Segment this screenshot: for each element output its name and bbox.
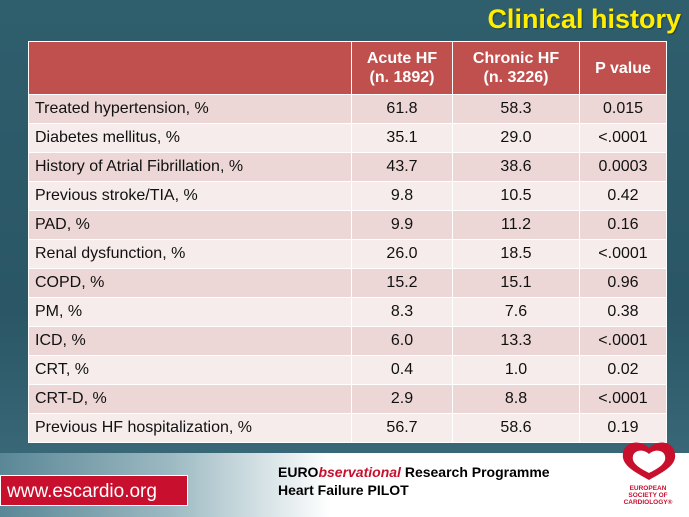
header-chronic-line1: Chronic HF — [472, 50, 560, 67]
p-value: <.0001 — [579, 384, 667, 414]
chronic-hf-value: 13.3 — [452, 326, 580, 356]
p-value: 0.42 — [579, 181, 667, 211]
esc-logo-text: EUROPEAN SOCIETY OF CARDIOLOGY® — [613, 485, 683, 506]
programme-line1: EURObservational Research Programme — [278, 463, 550, 481]
chronic-hf-value: 7.6 — [452, 297, 580, 327]
clinical-history-table-container: Acute HF (n. 1892) Chronic HF (n. 3226) … — [28, 41, 667, 443]
website-link[interactable]: www.escardio.org — [0, 475, 188, 506]
p-value: <.0001 — [579, 239, 667, 269]
table-row: Previous stroke/TIA, % 9.8 10.5 0.42 — [28, 181, 667, 211]
p-value: 0.38 — [579, 297, 667, 327]
p-value: 0.16 — [579, 210, 667, 240]
chronic-hf-value: 58.3 — [452, 94, 580, 124]
slide-title: Clinical history — [487, 4, 681, 34]
acute-hf-value: 56.7 — [351, 413, 453, 443]
acute-hf-value: 8.3 — [351, 297, 453, 327]
chronic-hf-value: 58.6 — [452, 413, 580, 443]
p-value: 0.015 — [579, 94, 667, 124]
acute-hf-value: 43.7 — [351, 152, 453, 182]
clinical-history-table: Acute HF (n. 1892) Chronic HF (n. 3226) … — [28, 41, 667, 443]
header-acute-line1: Acute HF — [366, 50, 438, 67]
table-row: PAD, % 9.9 11.2 0.16 — [28, 210, 667, 240]
table-row: History of Atrial Fibrillation, % 43.7 38.… — [28, 152, 667, 182]
p-value: <.0001 — [579, 123, 667, 153]
row-label: Previous stroke/TIA, % — [28, 181, 352, 211]
chronic-hf-value: 15.1 — [452, 268, 580, 298]
esc-heart-logo-icon — [622, 442, 676, 480]
table-row: Renal dysfunction, % 26.0 18.5 <.0001 — [28, 239, 667, 269]
table-row: COPD, % 15.2 15.1 0.96 — [28, 268, 667, 298]
row-label: Diabetes mellitus, % — [28, 123, 352, 153]
row-label: Previous HF hospitalization, % — [28, 413, 352, 443]
row-label: COPD, % — [28, 268, 352, 298]
table-row: Treated hypertension, % 61.8 58.3 0.015 — [28, 94, 667, 124]
row-label: PM, % — [28, 297, 352, 327]
p-value: 0.19 — [579, 413, 667, 443]
p-value: 0.0003 — [579, 152, 667, 182]
table-row: CRT-D, % 2.9 8.8 <.0001 — [28, 384, 667, 414]
esc-logo-line3: CARDIOLOGY® — [623, 499, 673, 506]
acute-hf-value: 2.9 — [351, 384, 453, 414]
programme-suffix: Research Programme — [400, 464, 550, 480]
chronic-hf-value: 1.0 — [452, 355, 580, 385]
esc-logo-line1: EUROPEAN — [629, 485, 667, 492]
header-cell-label — [28, 41, 352, 95]
acute-hf-value: 0.4 — [351, 355, 453, 385]
table-body: Treated hypertension, % 61.8 58.3 0.015 Diab… — [28, 94, 667, 443]
chronic-hf-value: 10.5 — [452, 181, 580, 211]
table-row: CRT, % 0.4 1.0 0.02 — [28, 355, 667, 385]
header-chronic-line2: (n. 3226) — [483, 69, 549, 86]
header-cell-p-value: P value — [579, 41, 667, 95]
chronic-hf-value: 8.8 — [452, 384, 580, 414]
chronic-hf-value: 18.5 — [452, 239, 580, 269]
row-label: History of Atrial Fibrillation, % — [28, 152, 352, 182]
chronic-hf-value: 38.6 — [452, 152, 580, 182]
acute-hf-value: 26.0 — [351, 239, 453, 269]
row-label: CRT, % — [28, 355, 352, 385]
acute-hf-value: 15.2 — [351, 268, 453, 298]
p-value: 0.96 — [579, 268, 667, 298]
row-label: Treated hypertension, % — [28, 94, 352, 124]
programme-label: EURObservational Research Programme Hear… — [278, 463, 550, 499]
programme-prefix: EURO — [278, 464, 319, 480]
chronic-hf-value: 11.2 — [452, 210, 580, 240]
acute-hf-value: 35.1 — [351, 123, 453, 153]
table-row: ICD, % 6.0 13.3 <.0001 — [28, 326, 667, 356]
acute-hf-value: 9.9 — [351, 210, 453, 240]
esc-logo-line2: SOCIETY OF — [628, 492, 668, 499]
header-p-value-label: P value — [595, 59, 651, 77]
acute-hf-value: 9.8 — [351, 181, 453, 211]
header-cell-acute-hf: Acute HF (n. 1892) — [351, 41, 453, 95]
table-row: Previous HF hospitalization, % 56.7 58.6 0.… — [28, 413, 667, 443]
row-label: ICD, % — [28, 326, 352, 356]
table-header-row: Acute HF (n. 1892) Chronic HF (n. 3226) … — [28, 41, 667, 95]
header-acute-line2: (n. 1892) — [369, 69, 435, 86]
row-label: Renal dysfunction, % — [28, 239, 352, 269]
table-row: PM, % 8.3 7.6 0.38 — [28, 297, 667, 327]
programme-emphasis: bservational — [318, 464, 401, 480]
row-label: CRT-D, % — [28, 384, 352, 414]
table-row: Diabetes mellitus, % 35.1 29.0 <.0001 — [28, 123, 667, 153]
programme-line2: Heart Failure PILOT — [278, 482, 409, 498]
header-cell-chronic-hf: Chronic HF (n. 3226) — [452, 41, 580, 95]
row-label: PAD, % — [28, 210, 352, 240]
acute-hf-value: 61.8 — [351, 94, 453, 124]
p-value: 0.02 — [579, 355, 667, 385]
p-value: <.0001 — [579, 326, 667, 356]
acute-hf-value: 6.0 — [351, 326, 453, 356]
chronic-hf-value: 29.0 — [452, 123, 580, 153]
